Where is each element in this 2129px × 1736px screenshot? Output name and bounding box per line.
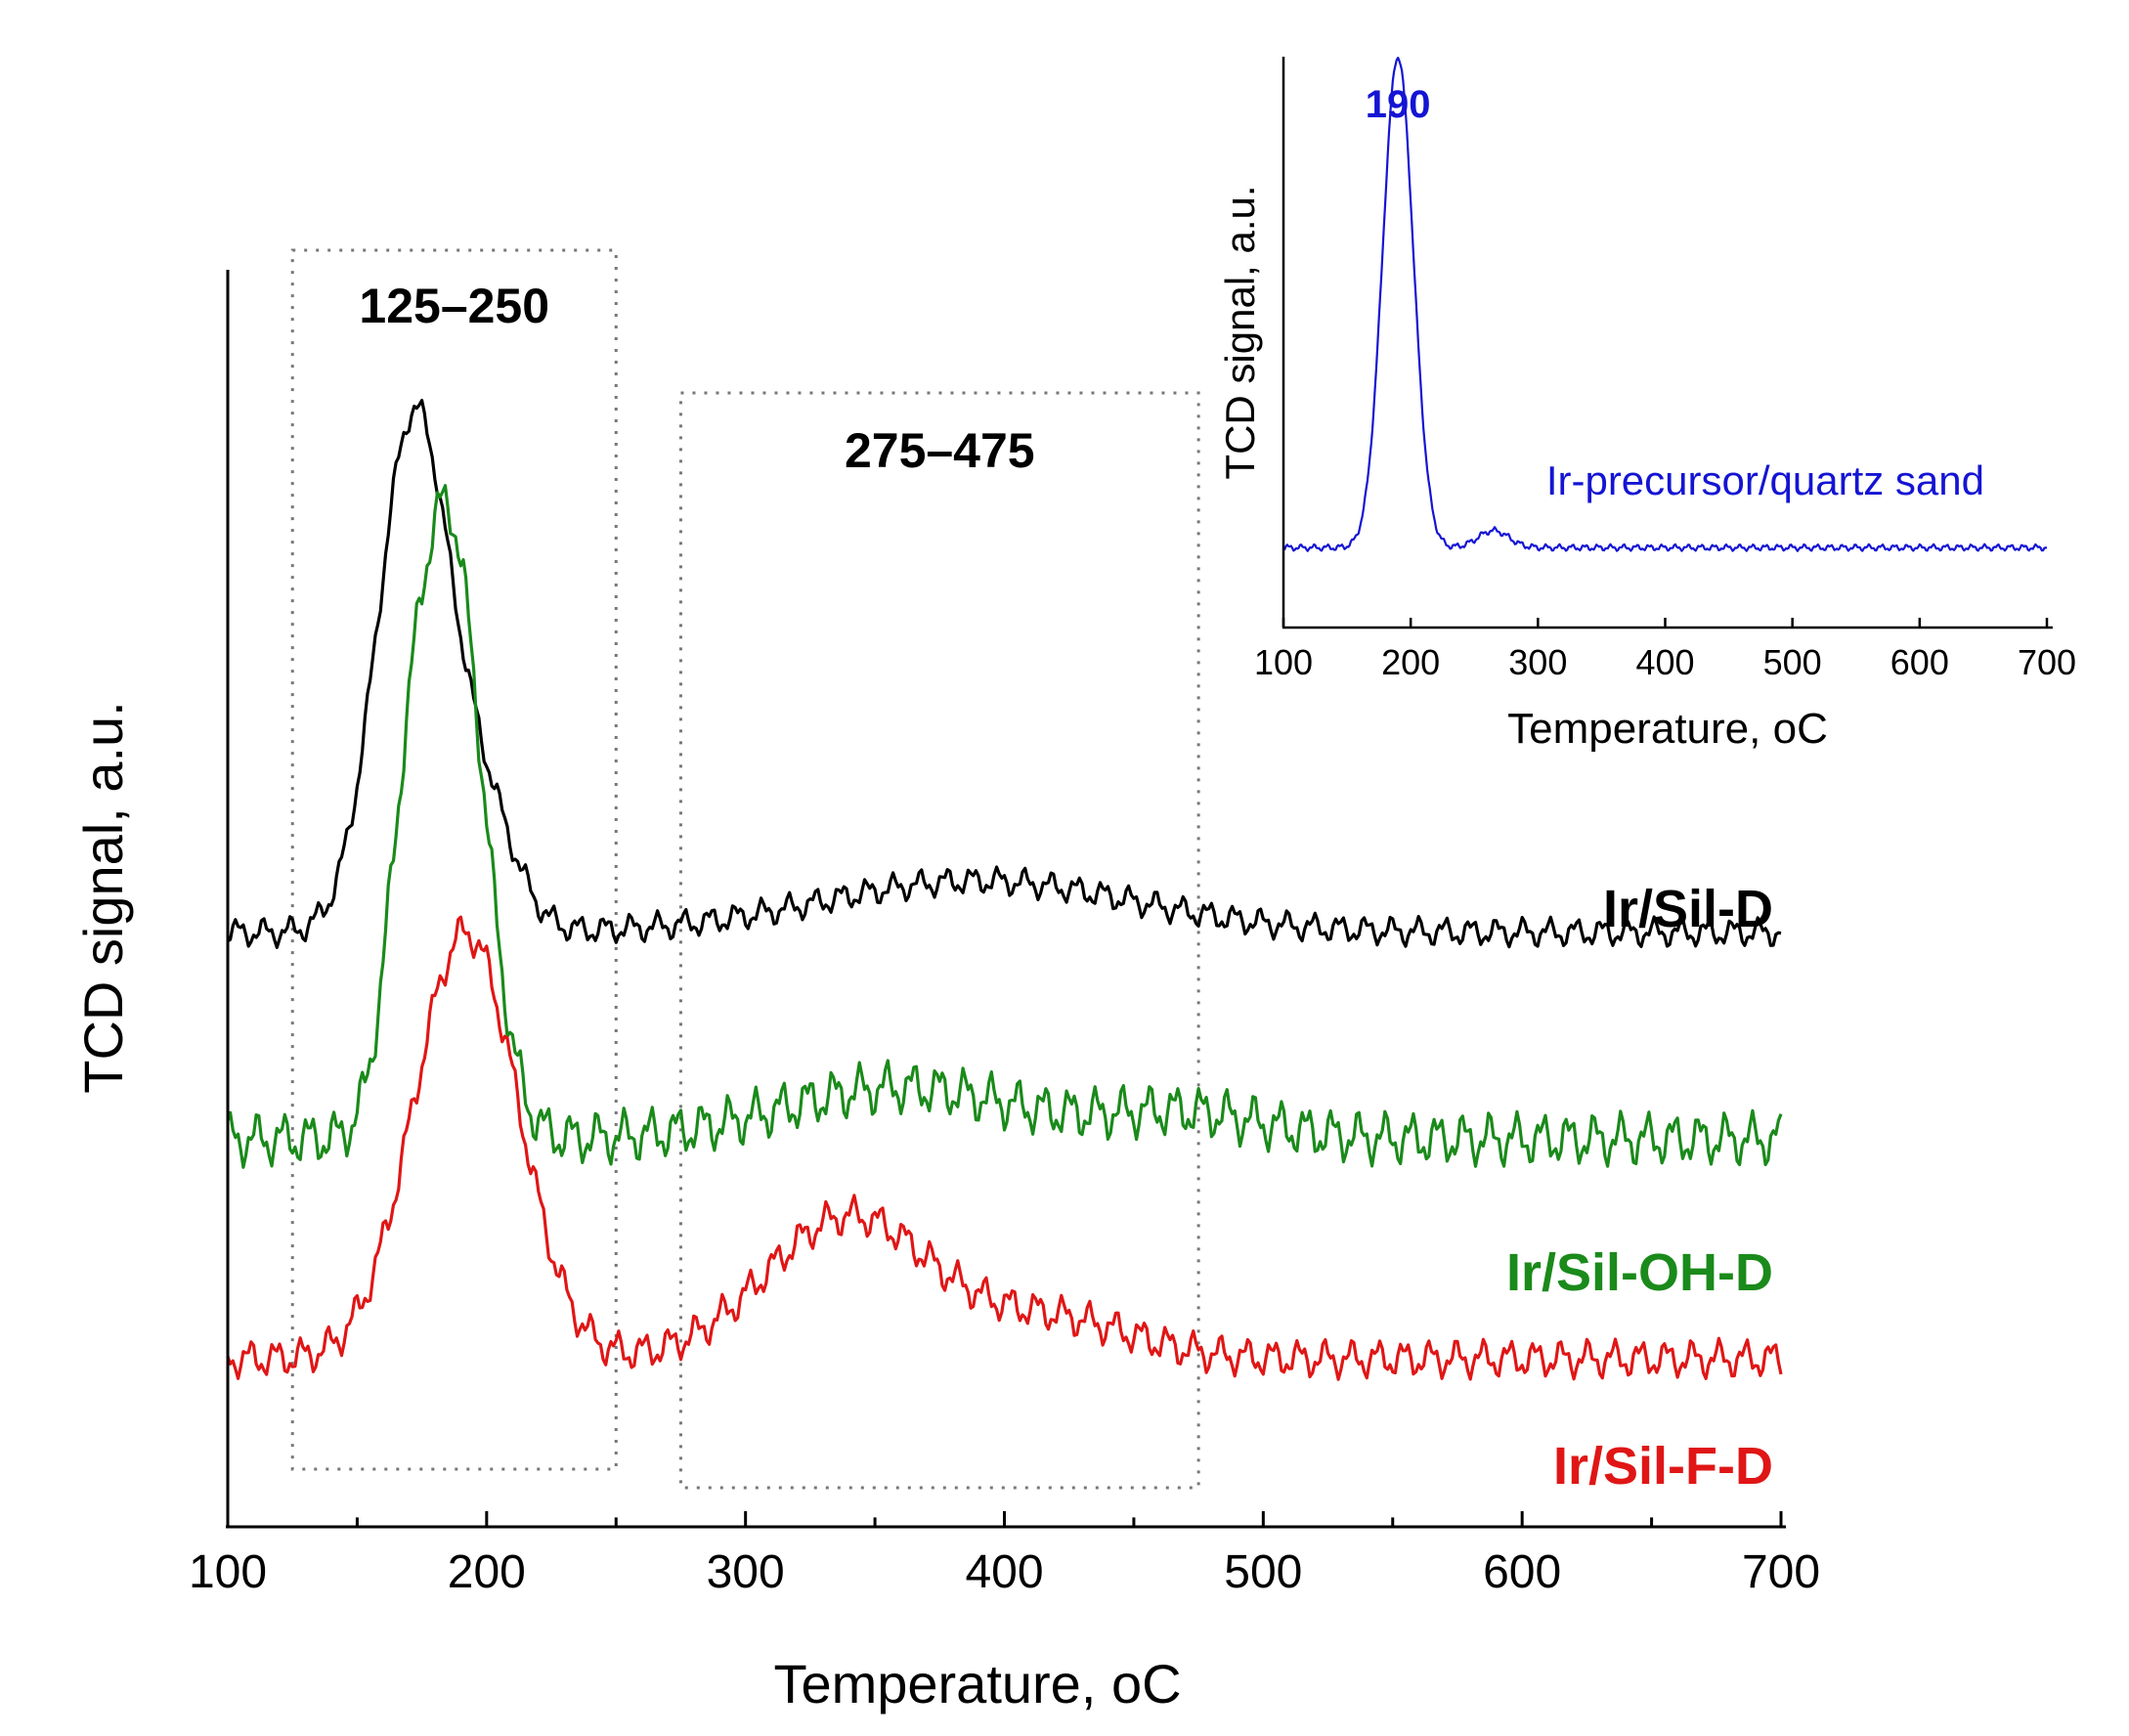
main-x-tick-label-600: 600 — [1483, 1546, 1561, 1598]
series-label-ir-sil-f-d: Ir/Sil-F-D — [1553, 1437, 1773, 1496]
highlight-regions: 125–250 275–475 — [290, 248, 1200, 1490]
inset-x-axis-title: Temperature, oC — [1507, 705, 1828, 753]
inset-x-tick-label-100: 100 — [1254, 642, 1313, 682]
series-line-ir-precursor-quartz-sand — [1282, 57, 2048, 552]
inset-x-tick-label-700: 700 — [2018, 642, 2076, 682]
main-x-axis-unit: oC — [1111, 1653, 1182, 1714]
main-x-tick-label-700: 700 — [1742, 1546, 1820, 1598]
inset-peak-label: 190 — [1366, 83, 1431, 126]
series-line-ir-sil-f-d — [226, 915, 1783, 1381]
main-y-axis-title: TCD signal, a.u. — [72, 701, 134, 1094]
main-x-axis-title: Temperature, oC — [773, 1653, 1181, 1714]
inset-x-ticks: 100 200 300 400 500 600 700 — [1254, 618, 2076, 682]
highlight-region-label-1: 125–250 — [359, 279, 549, 333]
inset-series-group — [1282, 57, 2048, 552]
highlight-region-label-2: 275–475 — [845, 423, 1035, 478]
main-x-tick-label-300: 300 — [707, 1546, 785, 1598]
inset-x-tick-label-200: 200 — [1381, 642, 1440, 682]
inset-series-label: Ir-precursor/quartz sand — [1546, 457, 1984, 503]
main-x-tick-label-400: 400 — [965, 1546, 1043, 1598]
inset-x-axis-title-text: Temperature, — [1507, 705, 1772, 753]
inset-x-tick-label-500: 500 — [1763, 642, 1822, 682]
series-label-ir-sil-d: Ir/Sil-D — [1603, 880, 1773, 938]
inset-y-axis-title: TCD signal, a.u. — [1217, 185, 1263, 479]
highlight-region-2 — [678, 391, 1200, 1490]
main-series-group — [226, 399, 1783, 1381]
series-labels: Ir/Sil-D Ir/Sil-OH-D Ir/Sil-F-D — [1506, 880, 1773, 1496]
highlight-region-1 — [290, 248, 618, 1471]
inset-x-tick-label-400: 400 — [1635, 642, 1694, 682]
main-x-tick-label-500: 500 — [1224, 1546, 1302, 1598]
inset-chart: 100 200 300 400 500 600 700 Temperature, oC TC… — [1217, 57, 2076, 753]
inset-x-tick-label-600: 600 — [1890, 642, 1949, 682]
main-x-tick-label-100: 100 — [189, 1546, 267, 1598]
inset-x-axis-unit: oC — [1773, 705, 1828, 753]
series-line-ir-sil-d — [227, 399, 1782, 949]
main-x-axis-title-text: Temperature, — [773, 1653, 1111, 1714]
main-x-tick-label-200: 200 — [448, 1546, 526, 1598]
series-label-ir-sil-oh-d: Ir/Sil-OH-D — [1506, 1243, 1773, 1302]
series-line-ir-sil-oh-d — [226, 484, 1783, 1169]
inset-x-tick-label-300: 300 — [1508, 642, 1567, 682]
main-x-ticks: 100 200 300 400 500 600 700 — [189, 1511, 1820, 1598]
inset-annotations: 190 Ir-precursor/quartz sand — [1366, 83, 1984, 503]
main-chart: 125–250 275–475 100 200 300 400 500 600 700 Tem… — [72, 248, 1820, 1714]
